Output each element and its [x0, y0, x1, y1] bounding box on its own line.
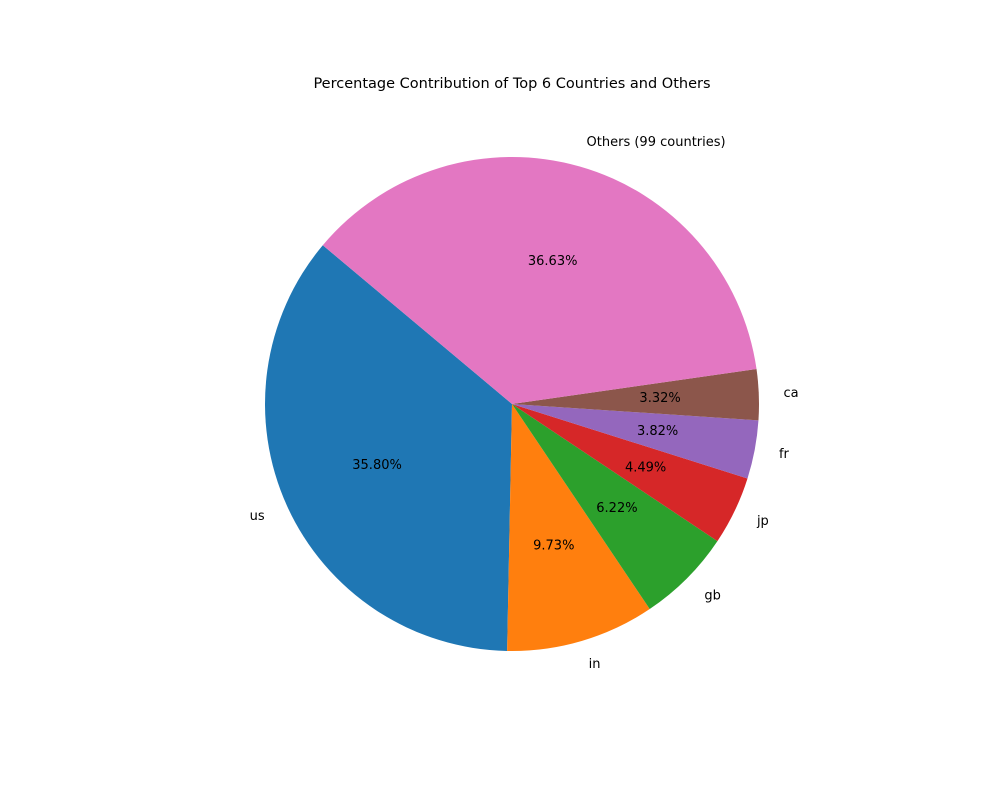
pie-slice-gb [512, 404, 718, 610]
slice-label-others-99-countries: Others (99 countries) [587, 135, 726, 150]
pie-slice-fr [512, 404, 759, 479]
chart-title: Percentage Contribution of Top 6 Countri… [313, 76, 710, 92]
slice-percent-gb: 6.22% [596, 501, 637, 516]
pie-labels: us 35.80% in 9.73% gb 6.22% jp 4.49% fr 3.82% ca 3.… [250, 135, 799, 672]
slice-label-us: us [250, 509, 265, 524]
pie-slice-others-99-countries [322, 156, 757, 404]
pie-slice-ca [512, 369, 760, 421]
slice-label-jp: jp [756, 514, 769, 529]
pie-slice-jp [512, 404, 748, 542]
slice-percent-others-99-countries: 36.63% [528, 254, 578, 269]
slice-percent-in: 9.73% [533, 539, 574, 554]
slice-percent-ca: 3.32% [639, 391, 680, 406]
slice-label-ca: ca [784, 386, 799, 401]
slice-label-in: in [589, 657, 601, 672]
pie-slice-us [265, 245, 512, 651]
slice-percent-jp: 4.49% [625, 461, 666, 476]
slice-percent-fr: 3.82% [637, 424, 678, 439]
slice-label-fr: fr [779, 447, 790, 462]
slice-label-gb: gb [704, 588, 721, 603]
pie-slices [265, 156, 760, 651]
slice-percent-us: 35.80% [352, 458, 402, 473]
pie-slice-in [507, 404, 650, 651]
